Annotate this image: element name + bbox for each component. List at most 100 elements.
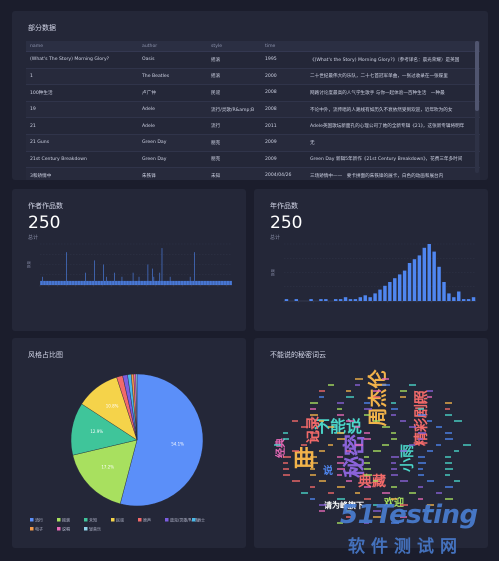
- bar[interactable]: [74, 280, 76, 285]
- bar[interactable]: [60, 280, 61, 285]
- bar[interactable]: [102, 280, 103, 285]
- bar[interactable]: [115, 280, 117, 285]
- bar[interactable]: [92, 280, 94, 285]
- bar[interactable]: [109, 280, 111, 285]
- bar[interactable]: [112, 280, 114, 285]
- bar[interactable]: [148, 280, 149, 285]
- bar[interactable]: [192, 280, 194, 285]
- bar[interactable]: [129, 280, 130, 285]
- bar[interactable]: [218, 280, 220, 285]
- bar[interactable]: [452, 297, 456, 301]
- bar[interactable]: [45, 280, 46, 285]
- bar[interactable]: [225, 280, 227, 285]
- bar[interactable]: [110, 280, 112, 285]
- bar[interactable]: [152, 280, 154, 285]
- pie-slice[interactable]: [72, 439, 138, 505]
- bar[interactable]: [165, 280, 166, 285]
- bar[interactable]: [169, 280, 170, 285]
- bar[interactable]: [116, 280, 118, 285]
- bar[interactable]: [97, 280, 99, 285]
- legend-swatch[interactable]: [57, 527, 61, 531]
- bar[interactable]: [176, 280, 178, 285]
- bar[interactable]: [75, 280, 77, 285]
- bar[interactable]: [189, 276, 191, 285]
- legend-label[interactable]: 摇滚: [62, 517, 70, 523]
- bar[interactable]: [50, 280, 52, 285]
- bar[interactable]: [204, 280, 206, 285]
- legend-swatch[interactable]: [30, 527, 34, 531]
- bar[interactable]: [96, 280, 98, 285]
- bar[interactable]: [134, 280, 136, 285]
- bar[interactable]: [77, 280, 79, 285]
- bar[interactable]: [68, 280, 69, 285]
- legend-swatch[interactable]: [30, 518, 34, 522]
- bar[interactable]: [146, 280, 147, 285]
- column-header[interactable]: [306, 41, 480, 52]
- bar[interactable]: [217, 280, 218, 285]
- bar[interactable]: [137, 280, 139, 285]
- bar[interactable]: [136, 280, 138, 285]
- bar[interactable]: [222, 280, 224, 285]
- bar[interactable]: [108, 280, 109, 285]
- bar[interactable]: [186, 280, 188, 285]
- bar[interactable]: [407, 263, 412, 301]
- bar[interactable]: [89, 280, 91, 285]
- bar[interactable]: [223, 280, 225, 285]
- legend-label[interactable]: 说唱: [62, 526, 70, 532]
- bar[interactable]: [139, 280, 141, 285]
- bar[interactable]: [196, 280, 198, 285]
- bar[interactable]: [211, 280, 212, 285]
- bar[interactable]: [471, 297, 476, 301]
- bar[interactable]: [209, 280, 210, 285]
- legend-label[interactable]: 未知: [89, 517, 97, 523]
- bar[interactable]: [447, 293, 451, 301]
- bar[interactable]: [224, 280, 226, 285]
- bar[interactable]: [164, 280, 166, 285]
- bar[interactable]: [61, 280, 63, 285]
- bar[interactable]: [159, 272, 161, 285]
- bar[interactable]: [172, 280, 173, 285]
- bar[interactable]: [457, 291, 461, 302]
- bar[interactable]: [138, 276, 140, 285]
- bar[interactable]: [100, 280, 101, 285]
- bar[interactable]: [206, 280, 208, 285]
- bar[interactable]: [54, 280, 56, 285]
- bar[interactable]: [160, 280, 162, 285]
- legend-label[interactable]: 放克/灵歌/R&B: [170, 517, 198, 523]
- bar[interactable]: [373, 293, 377, 301]
- bar[interactable]: [144, 280, 146, 285]
- column-header[interactable]: time: [261, 41, 306, 52]
- bar[interactable]: [229, 280, 230, 285]
- legend-label[interactable]: 流行: [35, 517, 43, 523]
- bar[interactable]: [125, 280, 126, 285]
- bar[interactable]: [120, 280, 121, 285]
- bar[interactable]: [187, 280, 189, 285]
- bar[interactable]: [220, 280, 221, 285]
- legend-swatch[interactable]: [84, 527, 88, 531]
- bar[interactable]: [65, 280, 66, 285]
- bar[interactable]: [88, 280, 89, 285]
- bar[interactable]: [142, 280, 144, 285]
- legend-label[interactable]: 民谣: [116, 517, 124, 523]
- column-header[interactable]: name: [26, 41, 138, 52]
- table-row[interactable]: 19 Adele 流行/灵歌/R&amp;B 2008 不论中外，流传唱的人路线有如历久…: [26, 101, 480, 119]
- legend-swatch[interactable]: [165, 518, 169, 522]
- bar[interactable]: [348, 299, 353, 301]
- bar[interactable]: [203, 280, 205, 285]
- bar[interactable]: [149, 280, 150, 285]
- bar[interactable]: [43, 280, 45, 285]
- bar[interactable]: [163, 280, 164, 285]
- bar[interactable]: [154, 280, 155, 285]
- bar[interactable]: [157, 280, 158, 285]
- bar[interactable]: [106, 276, 107, 285]
- bar[interactable]: [80, 280, 82, 285]
- bar[interactable]: [173, 280, 175, 285]
- bar[interactable]: [66, 280, 68, 285]
- bar[interactable]: [71, 280, 72, 285]
- bar[interactable]: [62, 280, 63, 285]
- bar[interactable]: [155, 280, 157, 285]
- bar[interactable]: [195, 280, 197, 285]
- bar[interactable]: [333, 299, 338, 301]
- bar[interactable]: [152, 268, 153, 285]
- bar[interactable]: [81, 280, 83, 285]
